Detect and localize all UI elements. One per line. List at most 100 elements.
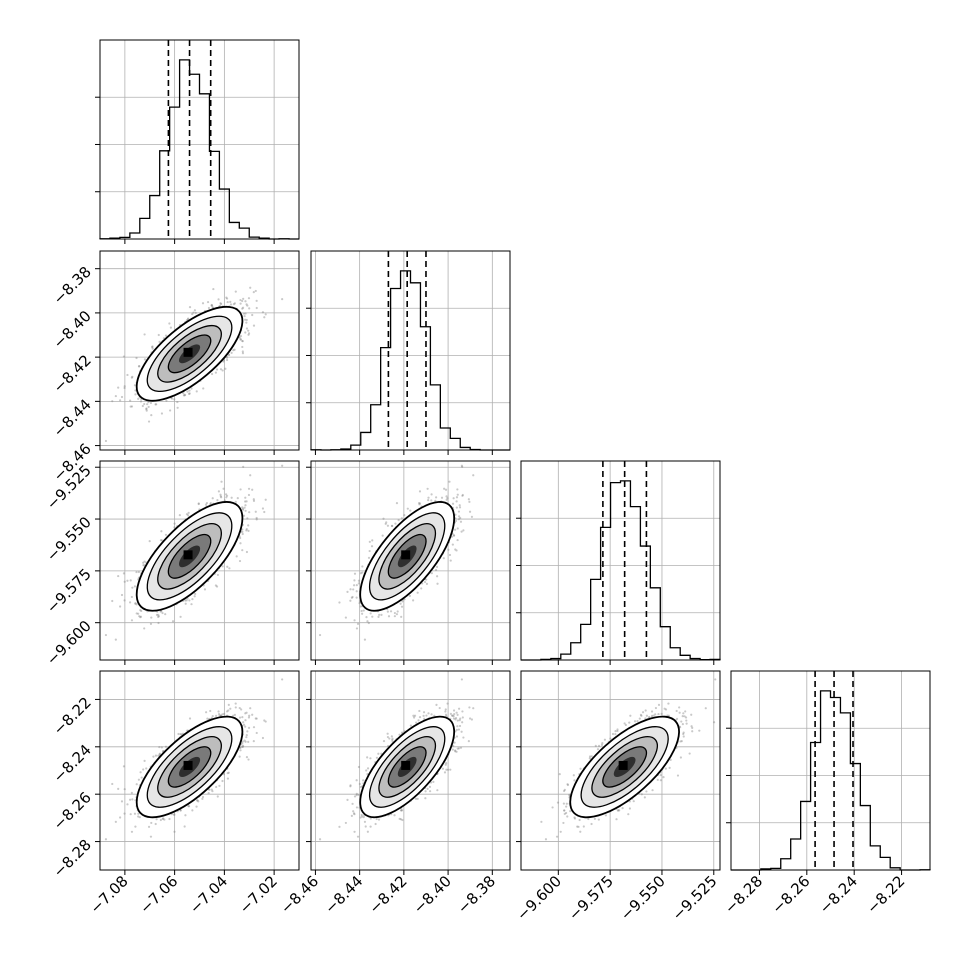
sample-point bbox=[236, 555, 238, 557]
y-tick-label: −8.44 bbox=[50, 395, 95, 440]
sample-point bbox=[244, 497, 246, 499]
sample-point bbox=[235, 291, 237, 293]
sample-point bbox=[187, 317, 189, 319]
sample-point bbox=[218, 490, 220, 492]
sample-point bbox=[245, 322, 247, 324]
sample-point bbox=[352, 588, 354, 590]
sample-point bbox=[129, 601, 131, 603]
sample-point bbox=[130, 579, 132, 581]
sample-point bbox=[249, 287, 251, 289]
histogram-step bbox=[521, 481, 720, 660]
sample-point bbox=[239, 488, 241, 490]
sample-point bbox=[401, 606, 403, 608]
sample-point bbox=[436, 583, 438, 585]
sample-point bbox=[111, 600, 113, 602]
sample-point bbox=[242, 466, 244, 468]
sample-point bbox=[246, 551, 248, 553]
sample-point bbox=[409, 509, 411, 511]
histogram-panel-0 bbox=[95, 40, 299, 244]
sample-point bbox=[216, 499, 218, 501]
sample-point bbox=[187, 514, 189, 516]
sample-point bbox=[338, 601, 340, 603]
sample-point bbox=[185, 603, 187, 605]
sample-point bbox=[222, 565, 224, 567]
sample-point bbox=[138, 365, 140, 367]
sample-point bbox=[123, 355, 125, 357]
sample-point bbox=[105, 440, 107, 442]
sample-point bbox=[468, 498, 470, 500]
sample-point bbox=[256, 307, 258, 309]
sample-point bbox=[242, 298, 244, 300]
sample-point bbox=[134, 602, 136, 604]
sample-point bbox=[157, 614, 159, 616]
sample-point bbox=[363, 609, 365, 611]
scatter-content bbox=[319, 465, 474, 641]
sample-point bbox=[115, 639, 117, 641]
sample-point bbox=[456, 500, 458, 502]
sample-point bbox=[401, 517, 403, 519]
sample-point bbox=[157, 616, 159, 618]
sample-point bbox=[244, 312, 246, 314]
x-tick-label: −8.28 bbox=[721, 872, 766, 917]
sample-point bbox=[244, 331, 246, 333]
sample-point bbox=[242, 533, 244, 535]
sample-point bbox=[253, 325, 255, 327]
sample-point bbox=[244, 319, 246, 321]
sample-point bbox=[436, 566, 438, 568]
sample-point bbox=[225, 496, 227, 498]
sample-point bbox=[281, 298, 283, 300]
sample-point bbox=[239, 303, 241, 305]
sample-point bbox=[150, 616, 152, 618]
sample-point bbox=[216, 585, 218, 587]
density-peak bbox=[184, 550, 193, 559]
sample-point bbox=[207, 301, 209, 303]
sample-point bbox=[194, 309, 196, 311]
sample-point bbox=[253, 291, 255, 293]
sample-point bbox=[152, 348, 154, 350]
sample-point bbox=[145, 407, 147, 409]
sample-point bbox=[115, 395, 117, 397]
sample-point bbox=[265, 313, 267, 315]
sample-point bbox=[412, 599, 414, 601]
sample-point bbox=[229, 301, 231, 303]
y-tick-label: −8.38 bbox=[50, 263, 95, 308]
sample-point bbox=[396, 613, 398, 615]
sample-point bbox=[148, 420, 150, 422]
sample-point bbox=[215, 372, 217, 374]
y-tick-label: −8.40 bbox=[50, 307, 95, 352]
sample-point bbox=[188, 389, 190, 391]
sample-point bbox=[220, 481, 222, 483]
sample-point bbox=[202, 387, 204, 389]
sample-point bbox=[135, 357, 137, 359]
sample-point bbox=[144, 358, 146, 360]
sample-point bbox=[419, 490, 421, 492]
y-tick-label: −9.600 bbox=[43, 617, 95, 669]
sample-point bbox=[184, 394, 186, 396]
x-tick-label: −8.22 bbox=[863, 872, 908, 917]
sample-point bbox=[143, 333, 145, 335]
sample-point bbox=[443, 557, 445, 559]
sample-point bbox=[230, 352, 232, 354]
sample-point bbox=[188, 599, 190, 601]
scatter-content bbox=[105, 465, 283, 641]
sample-point bbox=[220, 368, 222, 370]
sample-point bbox=[179, 514, 181, 516]
sample-point bbox=[241, 308, 243, 310]
sample-point bbox=[117, 575, 119, 577]
sample-point bbox=[105, 634, 107, 636]
sample-point bbox=[241, 549, 243, 551]
sample-point bbox=[239, 542, 241, 544]
sample-point bbox=[248, 488, 250, 490]
sample-point bbox=[165, 534, 167, 536]
sample-point bbox=[139, 609, 141, 611]
sample-point bbox=[191, 313, 193, 315]
sample-point bbox=[123, 572, 125, 574]
sample-point bbox=[447, 549, 449, 551]
sample-point bbox=[129, 400, 131, 402]
panel-frame bbox=[731, 671, 930, 870]
sample-point bbox=[212, 497, 214, 499]
sample-point bbox=[158, 334, 160, 336]
sample-point bbox=[186, 391, 188, 393]
